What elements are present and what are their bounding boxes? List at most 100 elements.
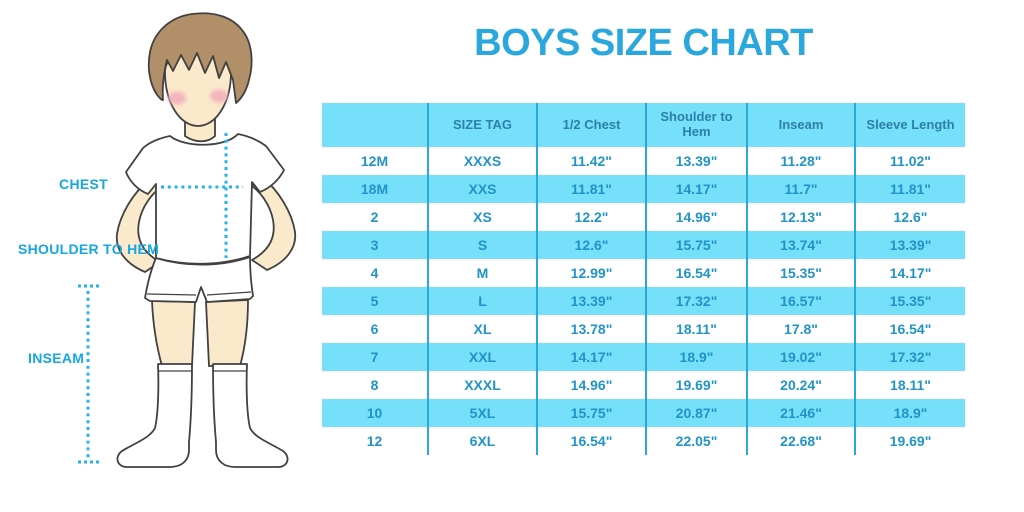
size-cell: 11.7" <box>746 175 855 203</box>
size-cell: 12.99" <box>536 259 646 287</box>
size-row: 10 5XL 15.75" 20.87" 21.46" 18.9" <box>322 399 965 427</box>
size-cell: 14.17" <box>645 175 747 203</box>
size-cell: 19.69" <box>645 371 747 399</box>
measurement-figure: CHEST SHOULDER TO HEM INSEAM <box>0 0 330 512</box>
page-title: BOYS SIZE CHART <box>474 22 813 64</box>
size-cell: 2 <box>370 209 379 225</box>
size-row: 4 M 12.99" 16.54" 15.35" 14.17" <box>322 259 965 287</box>
size-cell: 19.02" <box>746 343 855 371</box>
size-table-body: 12M XXXS 11.42" 13.39" 11.28" 11.02" 18M XXS 11.… <box>322 147 965 455</box>
size-cell: 3 <box>322 231 428 259</box>
right-cheek <box>210 89 228 103</box>
size-cell: 17.8" <box>746 315 855 343</box>
size-cell: XXXL <box>427 371 537 399</box>
left-sock-shape <box>116 363 193 468</box>
size-cell: 22.05" <box>645 427 747 455</box>
size-cell: 14.17" <box>854 259 965 287</box>
right-arm-shape <box>251 177 297 271</box>
size-cell: XXXS <box>427 147 537 175</box>
size-cell: 11.42" <box>536 147 646 175</box>
size-cell: 11.02" <box>854 147 965 175</box>
size-cell: 12.6" <box>536 231 646 259</box>
size-cell: 15.35" <box>746 259 855 287</box>
size-cell: 11.81" <box>536 175 646 203</box>
header-cell-size-tag: SIZE TAG <box>427 103 537 147</box>
size-cell: 18.11" <box>645 315 747 343</box>
size-cell: L <box>427 287 537 315</box>
size-cell: 14.96" <box>536 371 646 399</box>
shorts-hem-line <box>146 291 252 296</box>
size-cell: 14.96" <box>645 203 747 231</box>
size-cell: 8 <box>370 377 379 393</box>
size-cell: 21.46" <box>746 399 855 427</box>
size-cell: 12 <box>366 433 383 449</box>
size-cell: XS <box>427 203 537 231</box>
size-cell: 12.2" <box>536 203 646 231</box>
size-table-header: SIZE TAG 1/2 Chest Shoulder to Hem Insea… <box>322 103 965 147</box>
left-cheek <box>168 91 186 105</box>
size-cell: 17.32" <box>854 343 965 371</box>
size-cell: 19.69" <box>854 427 965 455</box>
header-cell-sleeve-length: Sleeve Length <box>854 103 965 147</box>
size-cell: XXS <box>427 175 537 203</box>
chest-label: CHEST <box>59 176 108 192</box>
size-cell: 6 <box>370 321 379 337</box>
size-row: 12M XXXS 11.42" 13.39" 11.28" 11.02" <box>322 147 965 175</box>
size-cell: 16.57" <box>746 287 855 315</box>
size-row: 3 S 12.6" 15.75" 13.74" 13.39" <box>322 231 965 259</box>
header-cell-inseam: Inseam <box>746 103 855 147</box>
size-cell: 18.9" <box>645 343 747 371</box>
size-cell: 15.75" <box>645 231 747 259</box>
header-cell-half-chest: 1/2 Chest <box>536 103 646 147</box>
size-cell: 6XL <box>427 427 537 455</box>
size-row: 7 XXL 14.17" 18.9" 19.02" 17.32" <box>322 343 965 371</box>
size-cell: 5XL <box>427 399 537 427</box>
boy-illustration <box>78 12 297 468</box>
size-row: 12 6XL 16.54" 22.05" 22.68" 19.69" <box>322 427 965 455</box>
size-cell: 4 <box>370 265 379 281</box>
tshirt-shape <box>125 133 285 265</box>
size-cell: 12.13" <box>746 203 855 231</box>
size-cell: XL <box>427 315 537 343</box>
size-cell: 16.54" <box>536 427 646 455</box>
shoulder-to-hem-label: SHOULDER TO HEM <box>18 241 160 257</box>
size-cell: 5 <box>322 287 428 315</box>
size-cell: 7 <box>322 343 428 371</box>
size-cell: 10 <box>322 399 428 427</box>
size-cell: XXL <box>427 343 537 371</box>
left-arm-shape <box>115 179 161 273</box>
header-cell-shoulder-to-hem: Shoulder to Hem <box>645 103 747 147</box>
size-cell: 22.68" <box>746 427 855 455</box>
size-cell: 17.32" <box>645 287 747 315</box>
size-row: 2 XS 12.2" 14.96" 12.13" 12.6" <box>322 203 965 231</box>
size-cell: 13.39" <box>536 287 646 315</box>
inseam-label: INSEAM <box>28 350 85 366</box>
size-cell: 18.11" <box>854 371 965 399</box>
size-cell: 16.54" <box>854 315 965 343</box>
size-cell: 18.9" <box>854 399 965 427</box>
size-cell: 13.39" <box>854 231 965 259</box>
size-cell: 11.28" <box>746 147 855 175</box>
right-sock-shape <box>212 363 289 468</box>
size-cell: 14.17" <box>536 343 646 371</box>
size-cell: 16.54" <box>645 259 747 287</box>
hair-shape <box>147 12 253 104</box>
size-cell: 15.35" <box>854 287 965 315</box>
size-cell: 12M <box>360 153 389 169</box>
size-cell: S <box>427 231 537 259</box>
right-leg-shape <box>205 299 249 367</box>
size-cell: 11.81" <box>854 175 965 203</box>
size-row: 8 XXXL 14.96" 19.69" 20.24" 18.11" <box>322 371 965 399</box>
size-cell: 18M <box>322 175 428 203</box>
header-cell-blank <box>322 103 428 147</box>
left-leg-shape <box>151 300 196 367</box>
size-cell: 20.24" <box>746 371 855 399</box>
size-cell: 20.87" <box>645 399 747 427</box>
size-cell: 15.75" <box>536 399 646 427</box>
size-cell: 12.6" <box>854 203 965 231</box>
size-cell: 13.39" <box>645 147 747 175</box>
size-row: 6 XL 13.78" 18.11" 17.8" 16.54" <box>322 315 965 343</box>
size-cell: 13.78" <box>536 315 646 343</box>
size-cell: 13.74" <box>746 231 855 259</box>
